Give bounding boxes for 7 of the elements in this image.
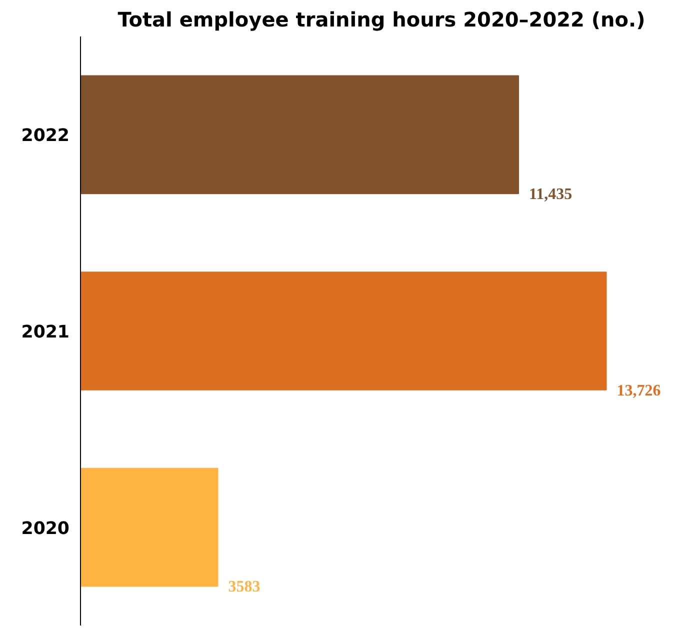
data-label: 3583	[228, 578, 260, 596]
data-label: 11,435	[529, 186, 572, 204]
chart-title: Total employee training hours 2020–2022 (no.)	[118, 8, 646, 32]
data-label: 13,726	[616, 382, 661, 400]
y-tick-label: 2021	[21, 322, 70, 342]
y-tick-label: 2022	[21, 126, 70, 146]
y-tick-label: 2020	[21, 518, 70, 539]
